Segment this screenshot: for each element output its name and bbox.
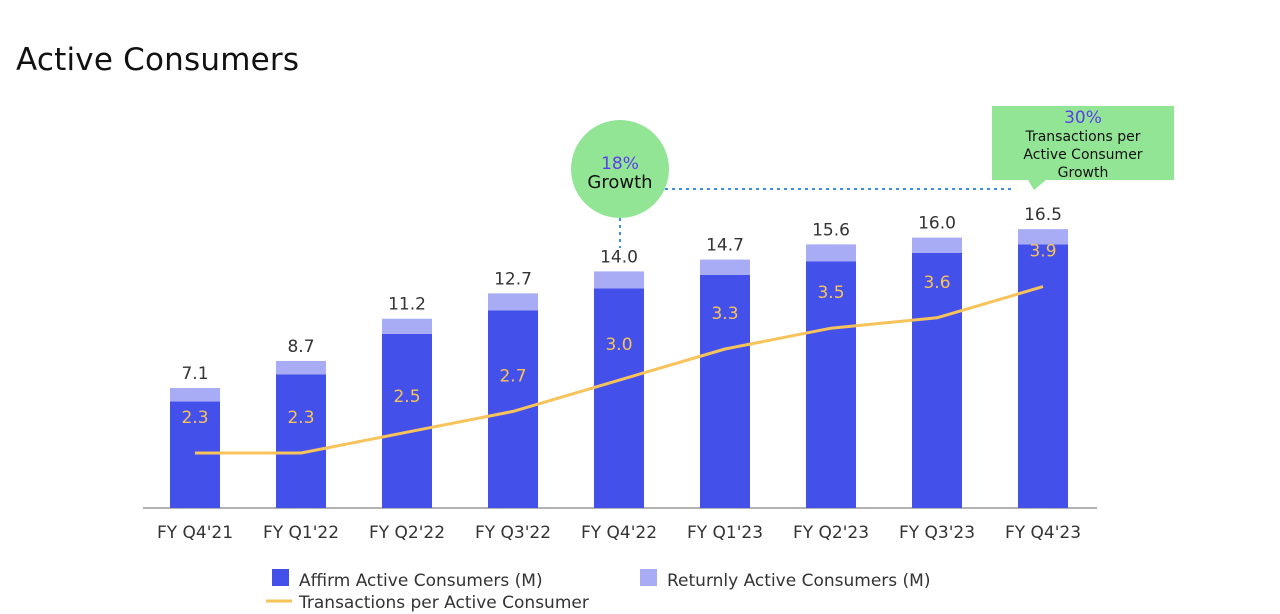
bar-returnly [170, 388, 220, 402]
x-tick-label: FY Q3'22 [475, 523, 551, 543]
bar-total-label: 16.0 [918, 214, 956, 234]
bar-returnly [594, 271, 644, 289]
callout-text: Growth [1058, 165, 1109, 181]
legend-label-returnly: Returnly Active Consumers (M) [667, 571, 930, 591]
line-data-label: 2.5 [393, 387, 420, 407]
legend-label-line: Transactions per Active Consumer [298, 593, 589, 613]
line-data-label: 3.6 [923, 273, 950, 293]
callout-text: Active Consumer [1023, 147, 1142, 163]
bar-returnly [382, 318, 432, 334]
x-tick-label: FY Q4'23 [1005, 523, 1081, 543]
bar-total-label: 8.7 [287, 337, 314, 357]
line-data-label: 3.3 [711, 304, 738, 324]
x-tick-label: FY Q4'21 [157, 523, 233, 543]
callout-pct: 30% [1064, 108, 1102, 128]
growth-circle [571, 120, 669, 218]
bar-total-label: 16.5 [1024, 205, 1062, 225]
x-tick-label: FY Q2'22 [369, 523, 445, 543]
line-transactions [195, 285, 1044, 455]
bar-affirm [806, 261, 856, 508]
bar-returnly [912, 237, 962, 253]
bar-returnly [488, 293, 538, 311]
bar-total-label: 12.7 [494, 269, 532, 289]
bar-affirm [594, 288, 644, 508]
bar-total-label: 15.6 [812, 220, 850, 240]
legend-label-affirm: Affirm Active Consumers (M) [299, 571, 543, 591]
x-tick-label: FY Q2'23 [793, 523, 869, 543]
line-data-label: 3.9 [1029, 242, 1056, 262]
callout-text: Transactions per [1024, 129, 1140, 145]
bar-total-label: 14.0 [600, 247, 638, 267]
bar-returnly [700, 259, 750, 275]
bar-affirm [488, 310, 538, 508]
line-data-label: 3.5 [817, 283, 844, 303]
line-data-label: 3.0 [605, 335, 632, 355]
legend-swatch-affirm [272, 569, 289, 586]
bar-affirm [700, 274, 750, 508]
x-tick-label: FY Q1'22 [263, 523, 339, 543]
growth-text: Growth [587, 172, 652, 193]
x-tick-label: FY Q4'22 [581, 523, 657, 543]
legend-swatch-returnly [640, 569, 657, 586]
bar-total-label: 7.1 [181, 364, 208, 384]
bar-affirm [276, 374, 326, 508]
x-tick-label: FY Q3'23 [899, 523, 975, 543]
growth-pct: 18% [601, 154, 639, 174]
line-data-label: 2.7 [499, 366, 526, 386]
bar-returnly [276, 360, 326, 375]
callout-box [992, 106, 1174, 190]
bar-total-label: 11.2 [388, 295, 426, 315]
bar-affirm [1018, 244, 1068, 509]
bar-total-label: 14.7 [706, 236, 744, 256]
bar-affirm [382, 333, 432, 508]
bar-returnly [806, 244, 856, 262]
x-tick-label: FY Q1'23 [687, 523, 763, 543]
bar-returnly [1018, 229, 1068, 245]
bar-affirm [912, 252, 962, 508]
chart-title: Active Consumers [16, 42, 300, 78]
line-data-label: 2.3 [287, 408, 314, 428]
bar-affirm [170, 401, 220, 508]
line-data-label: 2.3 [181, 408, 208, 428]
